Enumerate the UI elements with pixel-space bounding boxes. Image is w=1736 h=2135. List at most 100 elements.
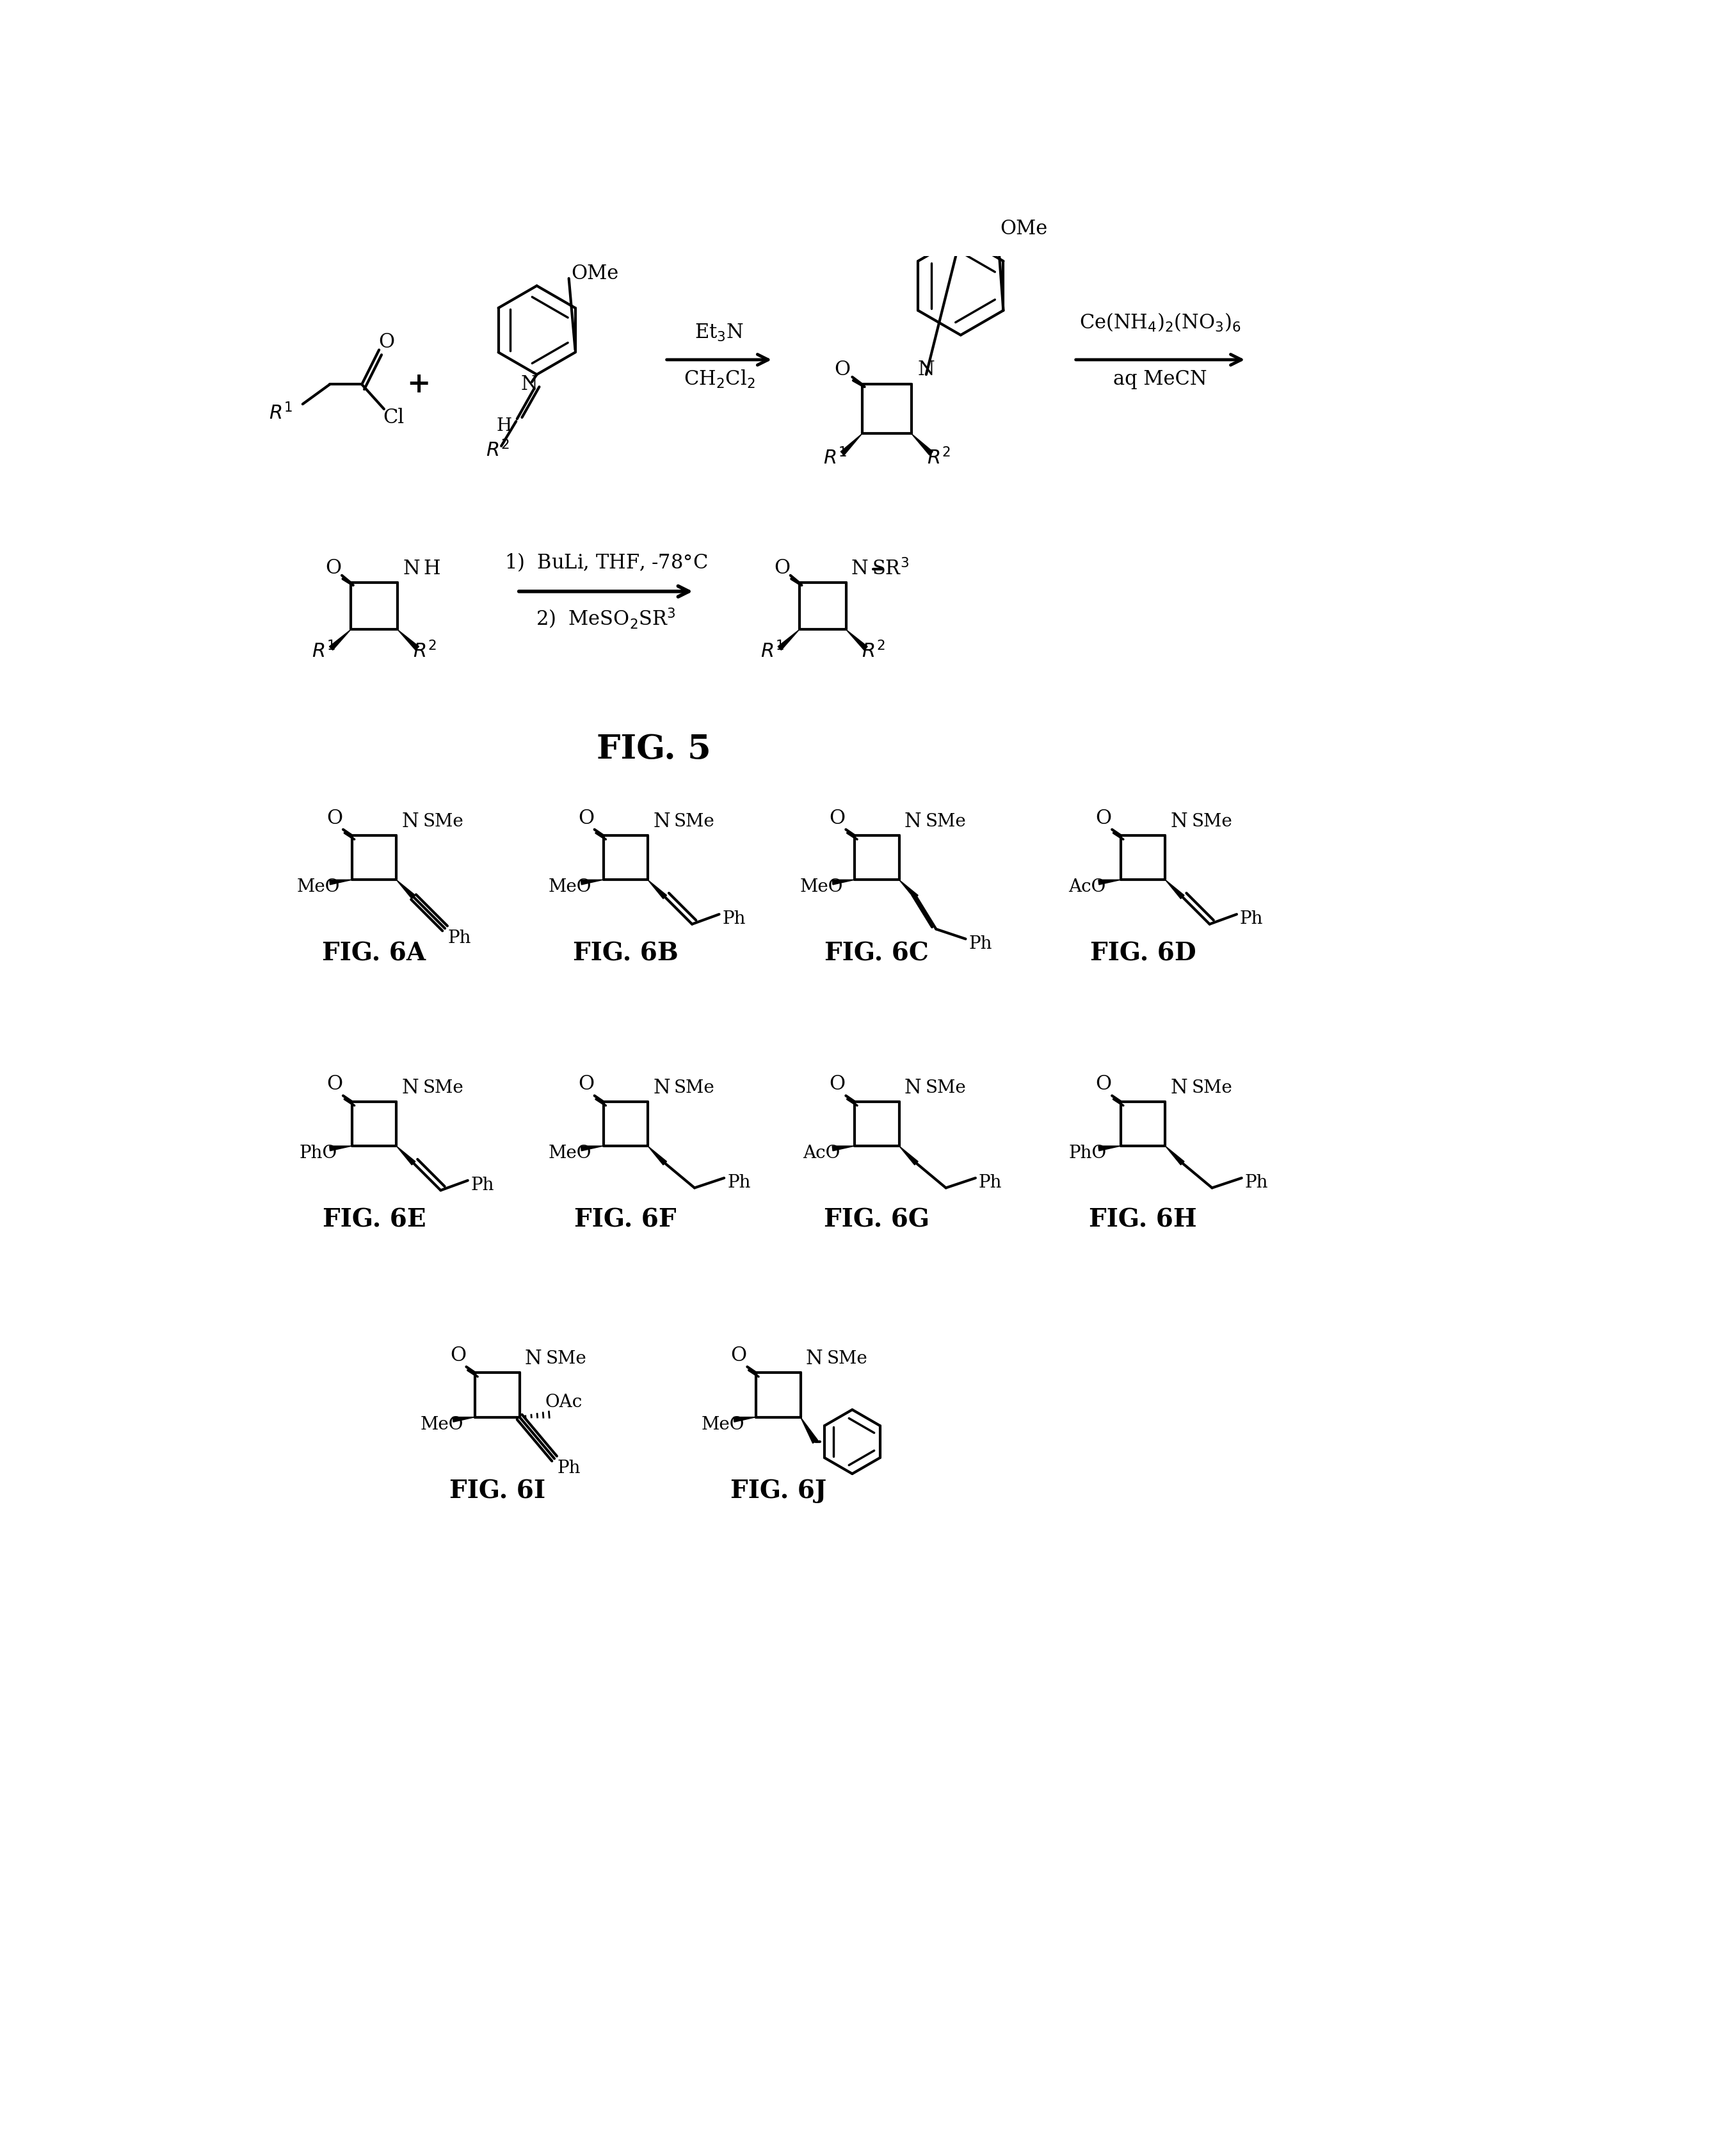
Text: FIG. 6I: FIG. 6I [450, 1480, 545, 1503]
Text: SMe: SMe [424, 1078, 464, 1097]
Text: AcO: AcO [802, 1144, 840, 1161]
Text: Ce(NH$_4$)$_2$(NO$_3$)$_6$: Ce(NH$_4$)$_2$(NO$_3$)$_6$ [1080, 312, 1241, 333]
Text: N: N [918, 359, 934, 380]
Polygon shape [911, 433, 932, 455]
Text: FIG. 6B: FIG. 6B [573, 942, 679, 965]
Polygon shape [1099, 1146, 1121, 1151]
Text: SMe: SMe [1191, 1078, 1233, 1097]
Text: $R^2$: $R^2$ [927, 448, 950, 470]
Text: N: N [851, 559, 868, 579]
Text: FIG. 6H: FIG. 6H [1088, 1208, 1198, 1232]
Polygon shape [648, 880, 667, 899]
Polygon shape [330, 880, 352, 884]
Text: 1)  BuLi, THF, -78$\degree$C: 1) BuLi, THF, -78$\degree$C [503, 551, 708, 572]
Text: FIG. 6G: FIG. 6G [825, 1208, 930, 1232]
Polygon shape [398, 630, 418, 651]
Text: MeO: MeO [297, 877, 340, 897]
Text: CH$_2$Cl$_2$: CH$_2$Cl$_2$ [684, 369, 755, 391]
Polygon shape [832, 880, 854, 884]
Text: N: N [401, 1078, 418, 1097]
Text: aq MeCN: aq MeCN [1113, 369, 1207, 389]
Text: SMe: SMe [925, 813, 967, 831]
Text: N: N [524, 1349, 542, 1369]
Polygon shape [845, 630, 868, 651]
Text: O: O [1095, 809, 1111, 828]
Text: FIG. 6E: FIG. 6E [323, 1208, 425, 1232]
Text: Ph: Ph [969, 935, 991, 952]
Text: SR$^3$: SR$^3$ [871, 559, 910, 579]
Polygon shape [330, 630, 351, 651]
Text: OAc: OAc [545, 1394, 583, 1411]
Text: N: N [904, 1078, 922, 1097]
Text: MeO: MeO [420, 1416, 464, 1433]
Text: H: H [496, 418, 512, 436]
Text: O: O [378, 333, 394, 352]
Text: $R^1$: $R^1$ [312, 640, 335, 662]
Text: SMe: SMe [424, 813, 464, 831]
Text: O: O [835, 359, 851, 380]
Text: Ph: Ph [470, 1176, 495, 1193]
Text: N: N [521, 374, 538, 395]
Text: MeO: MeO [549, 1144, 592, 1161]
Text: $R^2$: $R^2$ [486, 440, 509, 461]
Text: N: N [653, 811, 670, 831]
Polygon shape [396, 880, 415, 899]
Text: $R^1$: $R^1$ [823, 448, 847, 470]
Text: PhO: PhO [1068, 1144, 1106, 1161]
Text: FIG. 6A: FIG. 6A [323, 942, 425, 965]
Text: O: O [326, 809, 342, 828]
Polygon shape [1165, 880, 1184, 899]
Text: N: N [1170, 1078, 1187, 1097]
Text: SMe: SMe [545, 1349, 587, 1369]
Text: Cl: Cl [384, 408, 404, 427]
Text: N: N [806, 1349, 823, 1369]
Text: FIG. 6J: FIG. 6J [731, 1480, 826, 1503]
Text: Et$_3$N: Et$_3$N [694, 322, 743, 344]
Text: Ph: Ph [979, 1174, 1002, 1191]
Text: O: O [578, 1074, 594, 1095]
Polygon shape [899, 880, 918, 899]
Text: 2)  MeSO$_2$SR$^3$: 2) MeSO$_2$SR$^3$ [536, 606, 675, 630]
Text: N: N [1170, 811, 1187, 831]
Text: O: O [325, 557, 342, 579]
Text: OMe: OMe [571, 263, 618, 284]
Polygon shape [330, 1146, 352, 1151]
Polygon shape [832, 1146, 854, 1151]
Text: FIG. 5: FIG. 5 [597, 732, 712, 766]
Text: $R^1$: $R^1$ [760, 640, 785, 662]
Text: MeO: MeO [701, 1416, 745, 1433]
Text: SMe: SMe [1191, 813, 1233, 831]
Text: O: O [326, 1074, 342, 1095]
Text: H: H [424, 559, 441, 579]
Text: Ph: Ph [557, 1460, 582, 1477]
Text: FIG. 6D: FIG. 6D [1090, 942, 1196, 965]
Text: OMe: OMe [1000, 220, 1047, 239]
Polygon shape [582, 1146, 604, 1151]
Polygon shape [734, 1418, 757, 1422]
Polygon shape [1099, 880, 1121, 884]
Text: AcO: AcO [1069, 877, 1106, 897]
Polygon shape [778, 630, 799, 651]
Text: $R^1$: $R^1$ [269, 404, 292, 425]
Text: N: N [904, 811, 922, 831]
Text: O: O [1095, 1074, 1111, 1095]
Text: SMe: SMe [826, 1349, 868, 1369]
Text: MeO: MeO [800, 877, 842, 897]
Polygon shape [582, 880, 604, 884]
Text: +: + [406, 371, 431, 397]
Text: SMe: SMe [674, 1078, 715, 1097]
Text: Ph: Ph [1245, 1174, 1267, 1191]
Polygon shape [396, 1146, 415, 1166]
Text: Ph: Ph [727, 1174, 750, 1191]
Text: O: O [830, 809, 845, 828]
Text: PhO: PhO [300, 1144, 337, 1161]
Text: O: O [578, 809, 594, 828]
Text: N: N [653, 1078, 670, 1097]
Text: $R^2$: $R^2$ [861, 640, 885, 662]
Polygon shape [1165, 1146, 1184, 1166]
Text: SMe: SMe [674, 813, 715, 831]
Text: N: N [401, 811, 418, 831]
Text: MeO: MeO [549, 877, 592, 897]
Text: Ph: Ph [448, 929, 472, 948]
Text: SMe: SMe [925, 1078, 967, 1097]
